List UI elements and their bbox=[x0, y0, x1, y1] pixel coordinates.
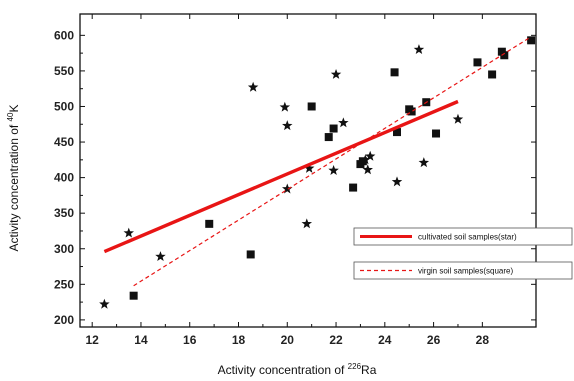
square-point bbox=[246, 250, 255, 259]
x-tick-label: 26 bbox=[427, 333, 441, 347]
legend-label-0: cultivated soil samples(star) bbox=[418, 233, 517, 242]
square-point bbox=[324, 133, 333, 142]
square-point bbox=[473, 58, 482, 67]
fit-line-square bbox=[133, 36, 532, 287]
y-tick-label: 550 bbox=[54, 64, 74, 78]
legend-box-1 bbox=[353, 261, 573, 280]
star-point bbox=[247, 81, 259, 92]
axes: 12 14 16 18 20 22 24 26 28 200 250 300 350 400 450 500 5… bbox=[54, 13, 537, 347]
star-point bbox=[364, 150, 376, 161]
star-point bbox=[413, 44, 425, 55]
star-point bbox=[303, 162, 315, 173]
y-tick-label: 250 bbox=[54, 277, 74, 291]
star-point bbox=[301, 218, 313, 229]
square-point bbox=[205, 219, 214, 228]
square-point bbox=[358, 157, 367, 166]
square-point bbox=[349, 183, 358, 192]
legend-label-1: virgin soil samples(square) bbox=[418, 267, 513, 276]
x-tick-label: 12 bbox=[86, 333, 100, 347]
square-point bbox=[432, 129, 441, 138]
square-point bbox=[307, 102, 316, 111]
star-point bbox=[123, 227, 134, 238]
x-tick-label: 14 bbox=[134, 333, 148, 347]
star-point bbox=[418, 157, 430, 168]
square-point bbox=[500, 51, 509, 60]
x-tick-label: 16 bbox=[183, 333, 197, 347]
star-point bbox=[362, 164, 373, 175]
square-point bbox=[390, 68, 399, 77]
fit-lines bbox=[103, 36, 532, 287]
y-tick-label: 200 bbox=[54, 313, 74, 327]
x-tick-label: 28 bbox=[476, 333, 490, 347]
square-point bbox=[129, 291, 138, 300]
star-point bbox=[282, 183, 293, 194]
x-tick-label: 18 bbox=[232, 333, 246, 347]
legend: cultivated soil samples(star) virgin soil… bbox=[353, 227, 573, 280]
x-axis-title: Activity concentration of 226Ra bbox=[218, 362, 377, 377]
y-tick-label: 300 bbox=[54, 242, 74, 256]
square-point bbox=[407, 107, 416, 116]
square-point bbox=[393, 128, 402, 137]
star-point bbox=[330, 68, 342, 79]
y-tick-label: 450 bbox=[54, 135, 74, 149]
square-point bbox=[329, 124, 338, 133]
star-point bbox=[391, 176, 403, 187]
star-point bbox=[279, 101, 291, 112]
star-point bbox=[282, 120, 293, 131]
plot-frame bbox=[79, 13, 537, 328]
star-point bbox=[328, 165, 339, 175]
y-tick-label: 600 bbox=[54, 28, 74, 42]
star-point bbox=[99, 298, 110, 309]
x-tick-label: 24 bbox=[378, 333, 392, 347]
y-tick-label: 350 bbox=[54, 206, 74, 220]
star-point bbox=[338, 117, 349, 128]
y-tick-label: 400 bbox=[54, 171, 74, 185]
fit-line-star bbox=[103, 99, 459, 254]
star-point bbox=[452, 113, 464, 124]
y-axis-title: Activity concentration of 40K bbox=[6, 105, 21, 252]
square-point bbox=[488, 70, 497, 79]
y-tick-label: 500 bbox=[54, 99, 74, 113]
square-point bbox=[527, 36, 536, 45]
star-point bbox=[155, 251, 166, 262]
x-tick-label: 20 bbox=[281, 333, 295, 347]
legend-box-0 bbox=[353, 227, 573, 246]
x-tick-label: 22 bbox=[329, 333, 343, 347]
